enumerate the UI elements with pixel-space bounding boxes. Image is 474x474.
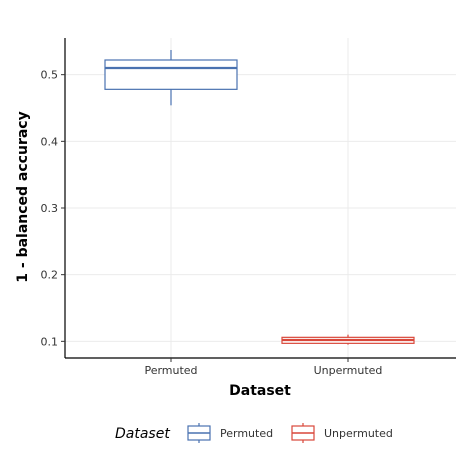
legend-label-0: Permuted [220, 427, 273, 440]
y-tick-label-2: 0.3 [41, 202, 59, 215]
box-unpermuted [281, 334, 415, 345]
x-tick-label-1: Unpermuted [314, 364, 383, 377]
box-permuted [104, 50, 238, 106]
box-layer [104, 50, 415, 345]
y-axis-title: 1 - balanced accuracy [15, 111, 31, 282]
legend-items: Permuted Unpermuted [187, 423, 393, 443]
box-rect-0 [104, 59, 238, 90]
y-tick-label-3: 0.4 [41, 135, 59, 148]
x-axis-title: Dataset [229, 383, 291, 399]
legend-item-permuted: Permuted [187, 423, 273, 443]
tick-layer: 0.1 0.2 0.3 0.4 0.5 Permuted Unpermuted [41, 69, 383, 377]
legend: Dataset Permuted Unpermuted [115, 423, 393, 443]
y-tick-label-0: 0.1 [41, 335, 59, 348]
axis-layer [64, 38, 456, 359]
legend-item-unpermuted: Unpermuted [291, 423, 393, 443]
y-tick-label-4: 0.5 [41, 69, 59, 82]
x-tick-label-0: Permuted [144, 364, 197, 377]
y-tick-label-1: 0.2 [41, 269, 59, 282]
legend-label-1: Unpermuted [324, 427, 393, 440]
legend-title: Dataset [115, 426, 170, 442]
